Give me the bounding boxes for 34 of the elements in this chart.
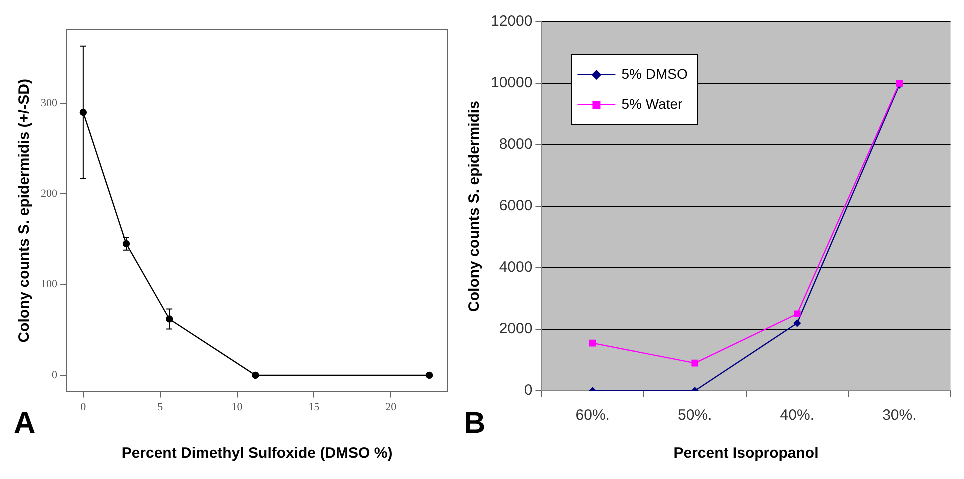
point [252, 372, 260, 380]
y-tick-label: 300 [41, 97, 58, 110]
text: B [464, 407, 486, 440]
x-axis-title: Percent Dimethyl Sulfoxide (DMSO %) [122, 445, 393, 462]
x-tick-label: 60%. [576, 407, 610, 424]
y-tick-label: 2000 [499, 320, 533, 338]
y-tick-label: 12000 [490, 13, 533, 30]
x-axis-title: Percent Isopropanol [674, 445, 819, 462]
point [692, 360, 699, 367]
x-tick-label: 50%. [678, 407, 712, 424]
x-tick-label: 5 [158, 401, 164, 414]
legend-label: 5% Water [622, 96, 683, 112]
point [794, 320, 801, 327]
y-tick-label: 0 [52, 369, 58, 382]
y-tick-label: 6000 [499, 198, 533, 215]
point [589, 340, 596, 347]
x-tick-label: 20 [386, 401, 398, 414]
y-tick-label: 10000 [490, 74, 533, 92]
x-tick-label: 0 [80, 401, 87, 414]
y-tick-label: 8000 [499, 136, 533, 154]
text: A [14, 407, 36, 440]
y-tick-label: 200 [41, 188, 58, 200]
point [426, 372, 434, 380]
y-axis-title: Colony counts S. epidermidis [466, 101, 484, 312]
y-tick-label: 100 [41, 278, 58, 291]
legend-label: 5% DMSO [622, 66, 688, 82]
y-tick-label: 0 [524, 382, 533, 400]
y-axis-title: Colony counts S. epidermidis (+/-SD) [16, 79, 34, 343]
x-tick-label: 40%. [780, 407, 814, 424]
x-tick-label: 10 [232, 401, 244, 414]
x-tick-label: 15 [308, 401, 320, 414]
point [794, 310, 801, 318]
y-tick-label: 4000 [499, 259, 533, 276]
x-tick-label: 30%. [882, 407, 917, 424]
